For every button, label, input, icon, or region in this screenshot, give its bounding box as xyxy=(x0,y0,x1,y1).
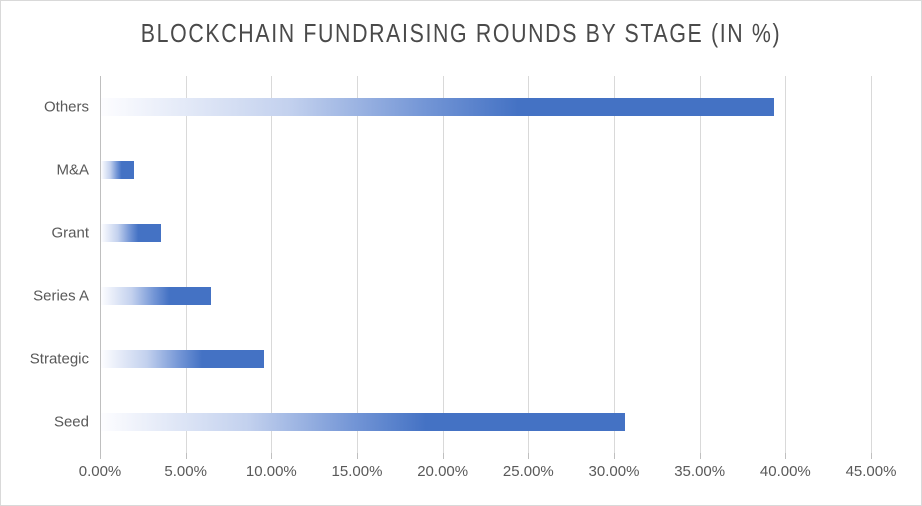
x-axis-tick-label: 40.00% xyxy=(759,463,811,480)
gridline xyxy=(528,76,530,453)
category-label: Strategic xyxy=(29,350,89,368)
axis-tick xyxy=(100,453,101,459)
bar-others xyxy=(101,98,775,117)
value-axis-line xyxy=(100,76,101,453)
axis-tick xyxy=(871,453,872,459)
category-axis: Others M&A Grant Series A Strategic Seed xyxy=(1,76,89,453)
gridline xyxy=(613,76,615,453)
x-axis-tick-label: 45.00% xyxy=(845,463,897,480)
axis-tick xyxy=(699,453,701,459)
chart-title: BLOCKCHAIN FUNDRAISING ROUNDS BY STAGE (… xyxy=(140,18,782,48)
gridline xyxy=(271,76,273,453)
bar-strategic xyxy=(101,349,264,368)
plot-area: 0.00% 5.00% 10.00% 15.00% 20.00% 25.00% 30.00%… xyxy=(79,76,896,480)
axis-tick xyxy=(356,453,358,459)
x-axis-tick-label: 0.00% xyxy=(78,463,122,480)
category-label: Others xyxy=(43,98,89,116)
category-label: Seed xyxy=(53,413,89,431)
x-axis-tick-label: 15.00% xyxy=(331,463,383,480)
category-label: Grant xyxy=(51,224,89,242)
gridline xyxy=(785,76,787,453)
axis-tick xyxy=(271,453,273,459)
bar-m-a xyxy=(101,161,134,180)
x-axis-tick-label: 35.00% xyxy=(674,463,726,480)
bar-seed xyxy=(101,412,626,431)
x-axis-tick-label: 10.00% xyxy=(245,463,297,480)
category-label: M&A xyxy=(56,161,89,179)
x-axis-tick-label: 5.00% xyxy=(164,463,207,480)
bar-grant xyxy=(101,224,161,243)
axis-tick xyxy=(185,453,187,459)
category-label: Series A xyxy=(33,287,89,305)
x-axis-tick-label: 20.00% xyxy=(417,463,469,480)
bar-series-a xyxy=(101,286,211,305)
gridline xyxy=(185,76,187,453)
axis-tick xyxy=(613,453,615,459)
axis-tick xyxy=(528,453,530,459)
gridline xyxy=(699,76,701,453)
gridline xyxy=(871,76,872,453)
gridline xyxy=(356,76,358,453)
x-axis-tick-label: 30.00% xyxy=(588,463,640,480)
gridline xyxy=(442,76,444,453)
axis-tick xyxy=(785,453,787,459)
axis-tick xyxy=(442,453,444,459)
x-axis-tick-label: 25.00% xyxy=(502,463,554,480)
